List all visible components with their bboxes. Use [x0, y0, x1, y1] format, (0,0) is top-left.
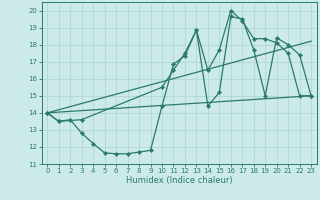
- X-axis label: Humidex (Indice chaleur): Humidex (Indice chaleur): [126, 176, 233, 185]
